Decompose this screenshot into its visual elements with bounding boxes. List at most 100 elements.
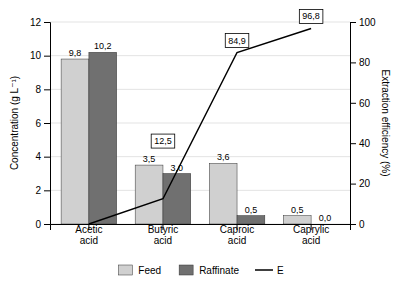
tick: 8 [35, 84, 50, 95]
tick-label-line: Butyric [148, 224, 179, 235]
legend-item: Raffinate [179, 265, 239, 276]
data-labels: 9,8 3,5 3,6 0,5 10,2 3,0 0,5 0,0 12,5 84,9 96,8 [69, 9, 332, 223]
tick: Caproicacid [220, 224, 254, 246]
bar [311, 224, 339, 225]
tick-label: Caproicacid [220, 224, 254, 246]
tick-mark [44, 123, 50, 124]
line-label-box [225, 34, 249, 48]
legend: Feed Raffinate E [118, 265, 284, 276]
bar-label: 3,0 [171, 163, 184, 173]
tick-label: Butyricacid [148, 224, 179, 246]
bar [209, 163, 237, 224]
tick: 60 [350, 98, 371, 109]
tick: 40 [350, 138, 371, 149]
tick-label-line: acid [154, 235, 172, 246]
line-label: 96,8 [299, 9, 323, 23]
tick: 12 [30, 17, 50, 28]
legend-label: Feed [138, 265, 161, 276]
y2-axis-title: Extraction efficiency (%) [380, 69, 391, 176]
tick-mark [350, 22, 356, 23]
tick-label: 80 [359, 57, 371, 68]
line-label: 84,9 [225, 34, 249, 48]
tick: 2 [35, 185, 50, 196]
tick: 0 [35, 219, 50, 230]
tick: 10 [30, 50, 50, 61]
tick-mark [350, 62, 356, 63]
tick-label: 12 [30, 17, 42, 28]
tick: 80 [350, 57, 371, 68]
tick-label: 0 [35, 219, 41, 230]
bar [135, 165, 163, 224]
bar-label: 0,5 [245, 205, 258, 215]
tick-mark [44, 224, 50, 225]
line-label-text: 96,8 [302, 11, 320, 21]
bar-label: 3,6 [217, 152, 230, 162]
tick-label: 0 [359, 219, 365, 230]
tick-label: 8 [35, 84, 41, 95]
axis-line [351, 23, 357, 225]
legend-label: E [277, 265, 284, 276]
bar-label: 0,0 [319, 213, 332, 223]
legend-swatch [255, 269, 273, 271]
bar-label: 3,5 [143, 154, 156, 164]
tick: 20 [350, 178, 371, 189]
bar-label: 10,2 [94, 41, 112, 51]
tick-label: 4 [35, 151, 41, 162]
tick-mark [44, 157, 50, 158]
line [89, 28, 311, 224]
bar [163, 174, 191, 225]
tick-label-line: acid [228, 235, 246, 246]
tick-mark [350, 184, 356, 185]
line-label-text: 12,5 [154, 136, 172, 146]
bar-label: 0,5 [291, 205, 304, 215]
tick: 0 [350, 219, 365, 230]
line-label-text: 84,9 [228, 36, 246, 46]
chart: 024681012020406080100AceticacidButyricac… [0, 0, 400, 284]
tick: Butyricacid [148, 224, 179, 246]
marks [61, 28, 311, 224]
tick-label: 2 [35, 185, 41, 196]
x-axis: AceticacidButyricacidCaproicacidCaprylic… [51, 224, 351, 246]
y-axis: 0 2 4 6 8 10 12 [30, 17, 51, 230]
bar [61, 59, 89, 224]
tick-label-line: acid [80, 235, 98, 246]
plot-area: 024681012020406080100AceticacidButyricac… [30, 9, 376, 246]
tick-label-line: Caprylic [293, 224, 329, 235]
grid [50, 22, 350, 224]
tick-label-line: Caproic [220, 224, 254, 235]
bar-label: 9,8 [69, 48, 82, 58]
line-label-box [151, 134, 175, 148]
tick-label: 6 [35, 118, 41, 129]
tick-mark [44, 22, 50, 23]
tick-label: 60 [359, 98, 371, 109]
tick: Aceticacid [75, 224, 102, 246]
bar [283, 216, 311, 224]
line-label-box [299, 9, 323, 23]
tick-mark [44, 56, 50, 57]
axis-line [44, 23, 51, 225]
bar [89, 52, 117, 224]
bar-series [89, 52, 265, 224]
tick-label: 10 [30, 50, 42, 61]
legend-item: Feed [118, 265, 161, 276]
y-axis-title: Concentration (g L⁻¹) [9, 76, 20, 170]
legend-label: Raffinate [199, 265, 239, 276]
line-label: 12,5 [151, 134, 175, 148]
tick: Caprylicacid [293, 224, 329, 246]
tick-label: 20 [359, 178, 371, 189]
tick: 100 [350, 17, 376, 28]
tick-label: 40 [359, 138, 371, 149]
tick: 4 [35, 151, 50, 162]
bar [237, 216, 265, 224]
tick-label-line: acid [302, 235, 320, 246]
y2-axis: 0 20 40 60 80 100 [350, 17, 376, 230]
tick-mark [350, 103, 356, 104]
tick-mark [350, 143, 356, 144]
tick-mark [44, 190, 50, 191]
tick: 6 [35, 118, 50, 129]
tick-label: Caprylicacid [293, 224, 329, 246]
legend-item: E [255, 265, 284, 276]
tick-mark [44, 89, 50, 90]
tick-label-line: Acetic [75, 224, 102, 235]
tick-label: Aceticacid [75, 224, 102, 246]
